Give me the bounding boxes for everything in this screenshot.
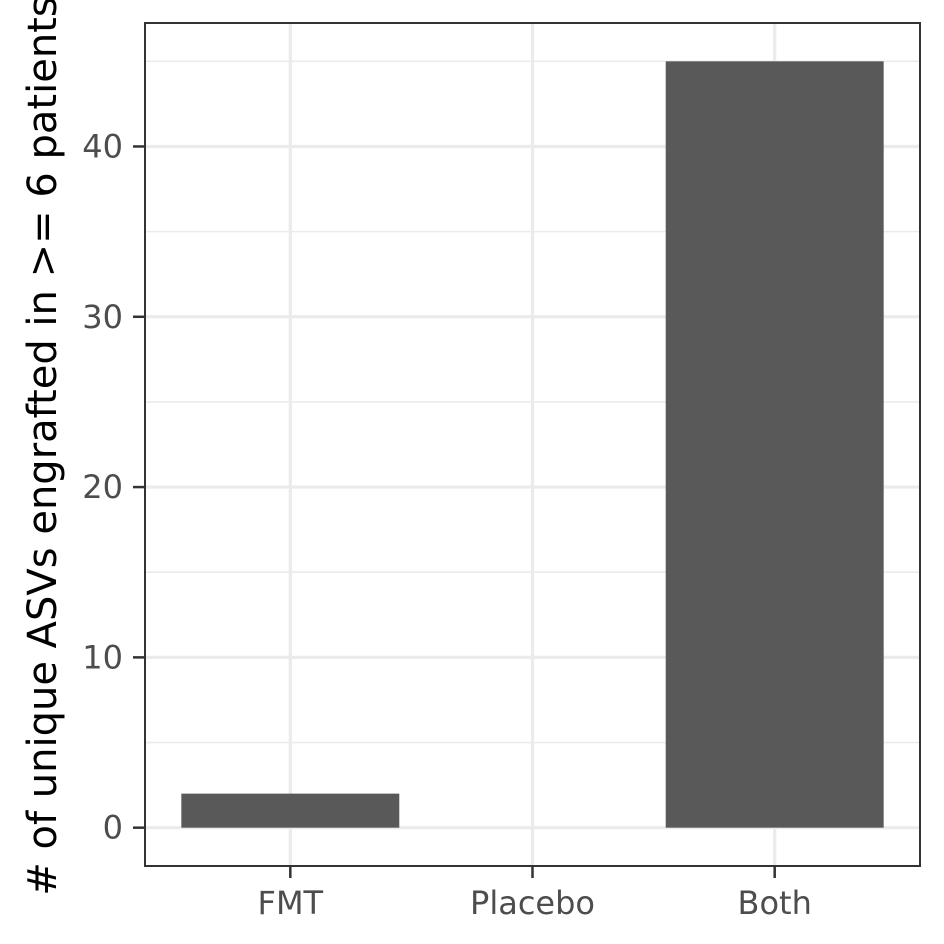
y-tick-label: 0 [103, 809, 123, 847]
y-tick-label: 40 [82, 127, 123, 165]
bar-fmt [181, 794, 399, 828]
y-tick-label: 20 [82, 468, 123, 506]
y-tick-label: 10 [82, 638, 123, 676]
x-tick-label-placebo: Placebo [470, 884, 595, 922]
y-axis-title: # of unique ASVs engrafted in >= 6 patie… [20, 0, 66, 896]
x-tick-label-fmt: FMT [258, 884, 324, 922]
x-tick-label-both: Both [738, 884, 812, 922]
y-tick-label: 30 [82, 298, 123, 336]
bar-both [666, 61, 884, 827]
